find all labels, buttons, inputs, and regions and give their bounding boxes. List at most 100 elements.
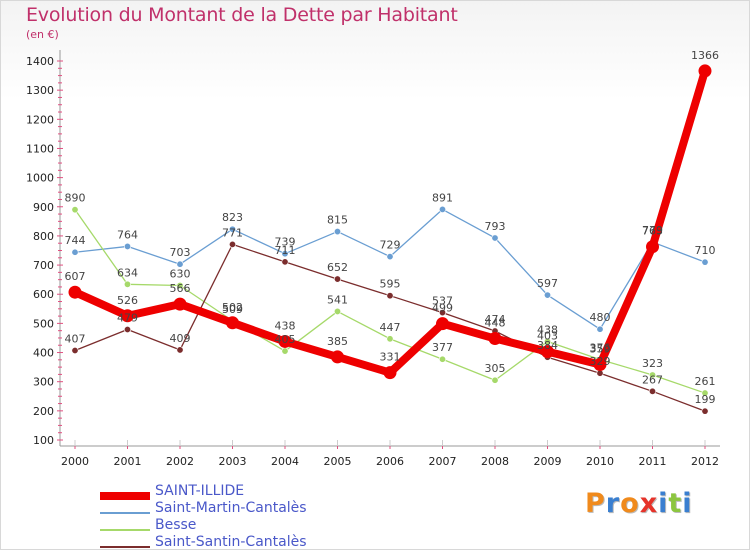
data-label-saint-illide: 1366 <box>691 49 719 62</box>
x-tick-label: 2004 <box>271 455 299 468</box>
y-tick-label: 1000 <box>26 172 54 185</box>
legend-swatch-saint-illide <box>100 492 150 500</box>
data-label-saint-martin-cantales: 739 <box>275 236 296 249</box>
data-point-saint-illide <box>541 345 554 359</box>
data-point-saint-santin-cantales <box>438 309 446 317</box>
data-point-besse <box>701 389 709 397</box>
data-label-saint-martin-cantales: 729 <box>380 239 401 252</box>
data-point-saint-illide <box>331 350 344 364</box>
data-label-saint-illide: 403 <box>537 330 558 343</box>
y-tick-label: 1100 <box>26 142 54 155</box>
data-label-saint-martin-cantales: 710 <box>695 244 716 257</box>
x-tick-label: 2008 <box>481 455 509 468</box>
data-label-besse: 634 <box>117 266 138 279</box>
data-point-saint-illide <box>488 332 502 346</box>
data-point-besse <box>71 206 79 214</box>
data-label-saint-martin-cantales: 703 <box>170 246 191 259</box>
data-point-saint-santin-cantales <box>281 258 289 266</box>
data-point-besse <box>543 337 551 345</box>
data-point-saint-illide <box>383 366 397 380</box>
legend-label: Saint-Martin-Cantalès <box>155 500 307 516</box>
legend-swatch-saint-santin-cantales <box>100 546 150 548</box>
data-point-besse <box>648 371 656 379</box>
legend-swatch-besse <box>100 529 150 531</box>
data-point-saint-santin-cantales <box>124 326 132 334</box>
y-tick-label: 500 <box>33 317 54 330</box>
data-label-besse: 261 <box>695 375 716 388</box>
data-point-besse <box>333 307 341 315</box>
x-tick-label: 2005 <box>324 455 352 468</box>
logo-letter: P <box>585 488 606 519</box>
x-tick-label: 2006 <box>376 455 404 468</box>
data-label-saint-illide: 502 <box>222 301 243 314</box>
data-label-saint-martin-cantales: 891 <box>432 191 453 204</box>
data-label-saint-santin-cantales: 329 <box>590 355 611 368</box>
data-point-saint-martin-cantales <box>124 242 132 250</box>
data-point-saint-santin-cantales <box>386 292 394 300</box>
legend-swatch-bar <box>100 529 150 531</box>
y-tick-label: 300 <box>33 376 54 389</box>
data-label-saint-illide: 359 <box>590 342 611 355</box>
data-point-saint-illide <box>68 285 82 299</box>
data-point-besse <box>386 335 394 343</box>
data-label-saint-santin-cantales: 409 <box>170 332 191 345</box>
data-label-saint-martin-cantales: 764 <box>117 228 138 241</box>
data-label-saint-santin-cantales: 711 <box>275 244 296 257</box>
data-label-saint-illide: 499 <box>432 302 453 315</box>
data-label-besse: 305 <box>485 362 506 375</box>
data-point-saint-martin-cantales <box>333 228 341 236</box>
x-tick-label: 2003 <box>219 455 247 468</box>
data-point-saint-santin-cantales <box>333 275 341 283</box>
y-tick-label: 700 <box>33 259 54 272</box>
data-point-saint-martin-cantales <box>229 225 237 233</box>
data-label-saint-martin-cantales: 793 <box>485 220 506 233</box>
data-label-saint-martin-cantales: 597 <box>537 277 558 290</box>
data-label-saint-martin-cantales: 779 <box>642 224 663 237</box>
logo-letter: o <box>620 488 640 519</box>
data-point-saint-santin-cantales <box>648 387 656 395</box>
data-label-besse: 405 <box>275 333 296 346</box>
data-label-saint-illide: 438 <box>275 319 296 332</box>
x-tick-label: 2010 <box>586 455 614 468</box>
x-tick-label: 2001 <box>114 455 142 468</box>
data-point-saint-martin-cantales <box>386 253 394 261</box>
data-point-saint-santin-cantales <box>229 240 237 248</box>
data-point-besse <box>176 281 184 289</box>
data-label-saint-martin-cantales: 480 <box>590 311 611 324</box>
data-label-saint-santin-cantales: 474 <box>485 313 506 326</box>
logo-letter: t <box>668 488 683 519</box>
x-tick-label: 2002 <box>166 455 194 468</box>
data-point-saint-illide <box>698 64 712 78</box>
x-tick-label: 2000 <box>61 455 89 468</box>
chart-subtitle: (en €) <box>26 28 59 41</box>
data-label-saint-santin-cantales: 267 <box>642 373 663 386</box>
data-label-besse: 541 <box>327 293 348 306</box>
x-tick-label: 2009 <box>534 455 562 468</box>
data-label-besse: 376 <box>590 342 611 355</box>
data-point-saint-martin-cantales <box>491 234 499 242</box>
series-line-besse <box>74 209 706 394</box>
logo-letter: r <box>605 488 621 519</box>
data-point-saint-illide <box>278 334 292 348</box>
logo-letter: i <box>682 488 693 519</box>
y-tick-label: 1300 <box>26 84 54 97</box>
logo-letter: x <box>639 488 659 519</box>
legend-label: Besse <box>155 517 197 533</box>
data-label-saint-illide: 607 <box>65 270 86 283</box>
data-label-besse: 377 <box>432 341 453 354</box>
data-point-saint-illide <box>593 357 607 371</box>
y-tick-label: 200 <box>33 405 54 418</box>
x-tick-label: 2011 <box>639 455 667 468</box>
data-label-besse: 630 <box>170 267 191 280</box>
y-tick-label: 1400 <box>26 55 54 68</box>
data-point-saint-martin-cantales <box>281 250 289 258</box>
data-point-saint-illide <box>121 309 134 323</box>
data-label-besse: 509 <box>222 303 243 316</box>
data-label-saint-santin-cantales: 384 <box>537 339 558 352</box>
data-label-besse: 890 <box>65 192 86 205</box>
data-label-saint-illide: 526 <box>117 294 138 307</box>
data-label-saint-santin-cantales: 199 <box>695 393 716 406</box>
legend-swatch-bar <box>100 492 150 500</box>
data-label-saint-martin-cantales: 815 <box>327 214 348 227</box>
